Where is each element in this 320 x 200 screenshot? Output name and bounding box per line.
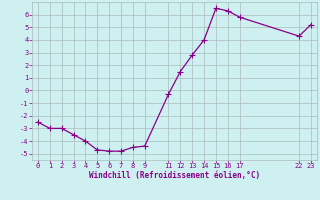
X-axis label: Windchill (Refroidissement éolien,°C): Windchill (Refroidissement éolien,°C) — [89, 171, 260, 180]
